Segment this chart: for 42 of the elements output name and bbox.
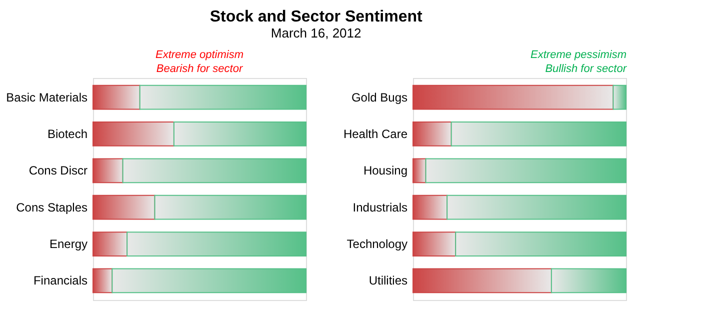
bar <box>455 232 626 256</box>
y-tick-label: Health Care <box>343 126 408 141</box>
bar <box>126 232 306 256</box>
y-tick-label: Industrials <box>352 200 408 214</box>
bar <box>412 158 426 184</box>
y-tick-label: Housing <box>363 164 408 178</box>
bar <box>612 84 626 110</box>
bar <box>112 268 306 294</box>
bar <box>92 232 128 256</box>
bar <box>139 84 306 110</box>
bar <box>173 122 306 146</box>
y-tick-label: Cons Discr <box>28 164 88 178</box>
text: Bullish for sector <box>545 63 628 75</box>
y-tick-label: Basic Materials <box>6 90 88 104</box>
chart-title: Stock and Sector Sentiment <box>210 8 423 26</box>
y-tick-label: Energy <box>49 237 88 252</box>
bar <box>154 194 306 220</box>
bar <box>92 158 124 184</box>
bar <box>550 268 626 294</box>
bar <box>92 84 140 110</box>
bar <box>92 122 174 146</box>
bar <box>425 158 626 184</box>
text: Extreme optimism <box>155 49 244 61</box>
chart-subtitle: March 16, 2012 <box>270 26 362 40</box>
y-tick-label: Cons Staples <box>16 200 88 214</box>
bar <box>412 84 614 110</box>
y-tick-label: Financials <box>33 274 88 288</box>
y-tick-label: Utilities <box>368 274 408 288</box>
y-tick-label: Biotech <box>47 126 88 141</box>
y-tick-label: Gold Bugs <box>351 90 408 104</box>
bar <box>412 194 448 220</box>
bar <box>92 268 113 294</box>
y-tick-label: Technology <box>346 237 408 252</box>
text: Extreme pessimism <box>530 49 626 61</box>
bar <box>446 194 626 220</box>
bar <box>412 268 552 294</box>
bar <box>450 122 626 146</box>
bar <box>412 122 452 146</box>
bar <box>92 194 156 220</box>
bar <box>412 232 456 256</box>
bar <box>122 158 306 184</box>
text: Bearish for sector <box>156 63 244 75</box>
